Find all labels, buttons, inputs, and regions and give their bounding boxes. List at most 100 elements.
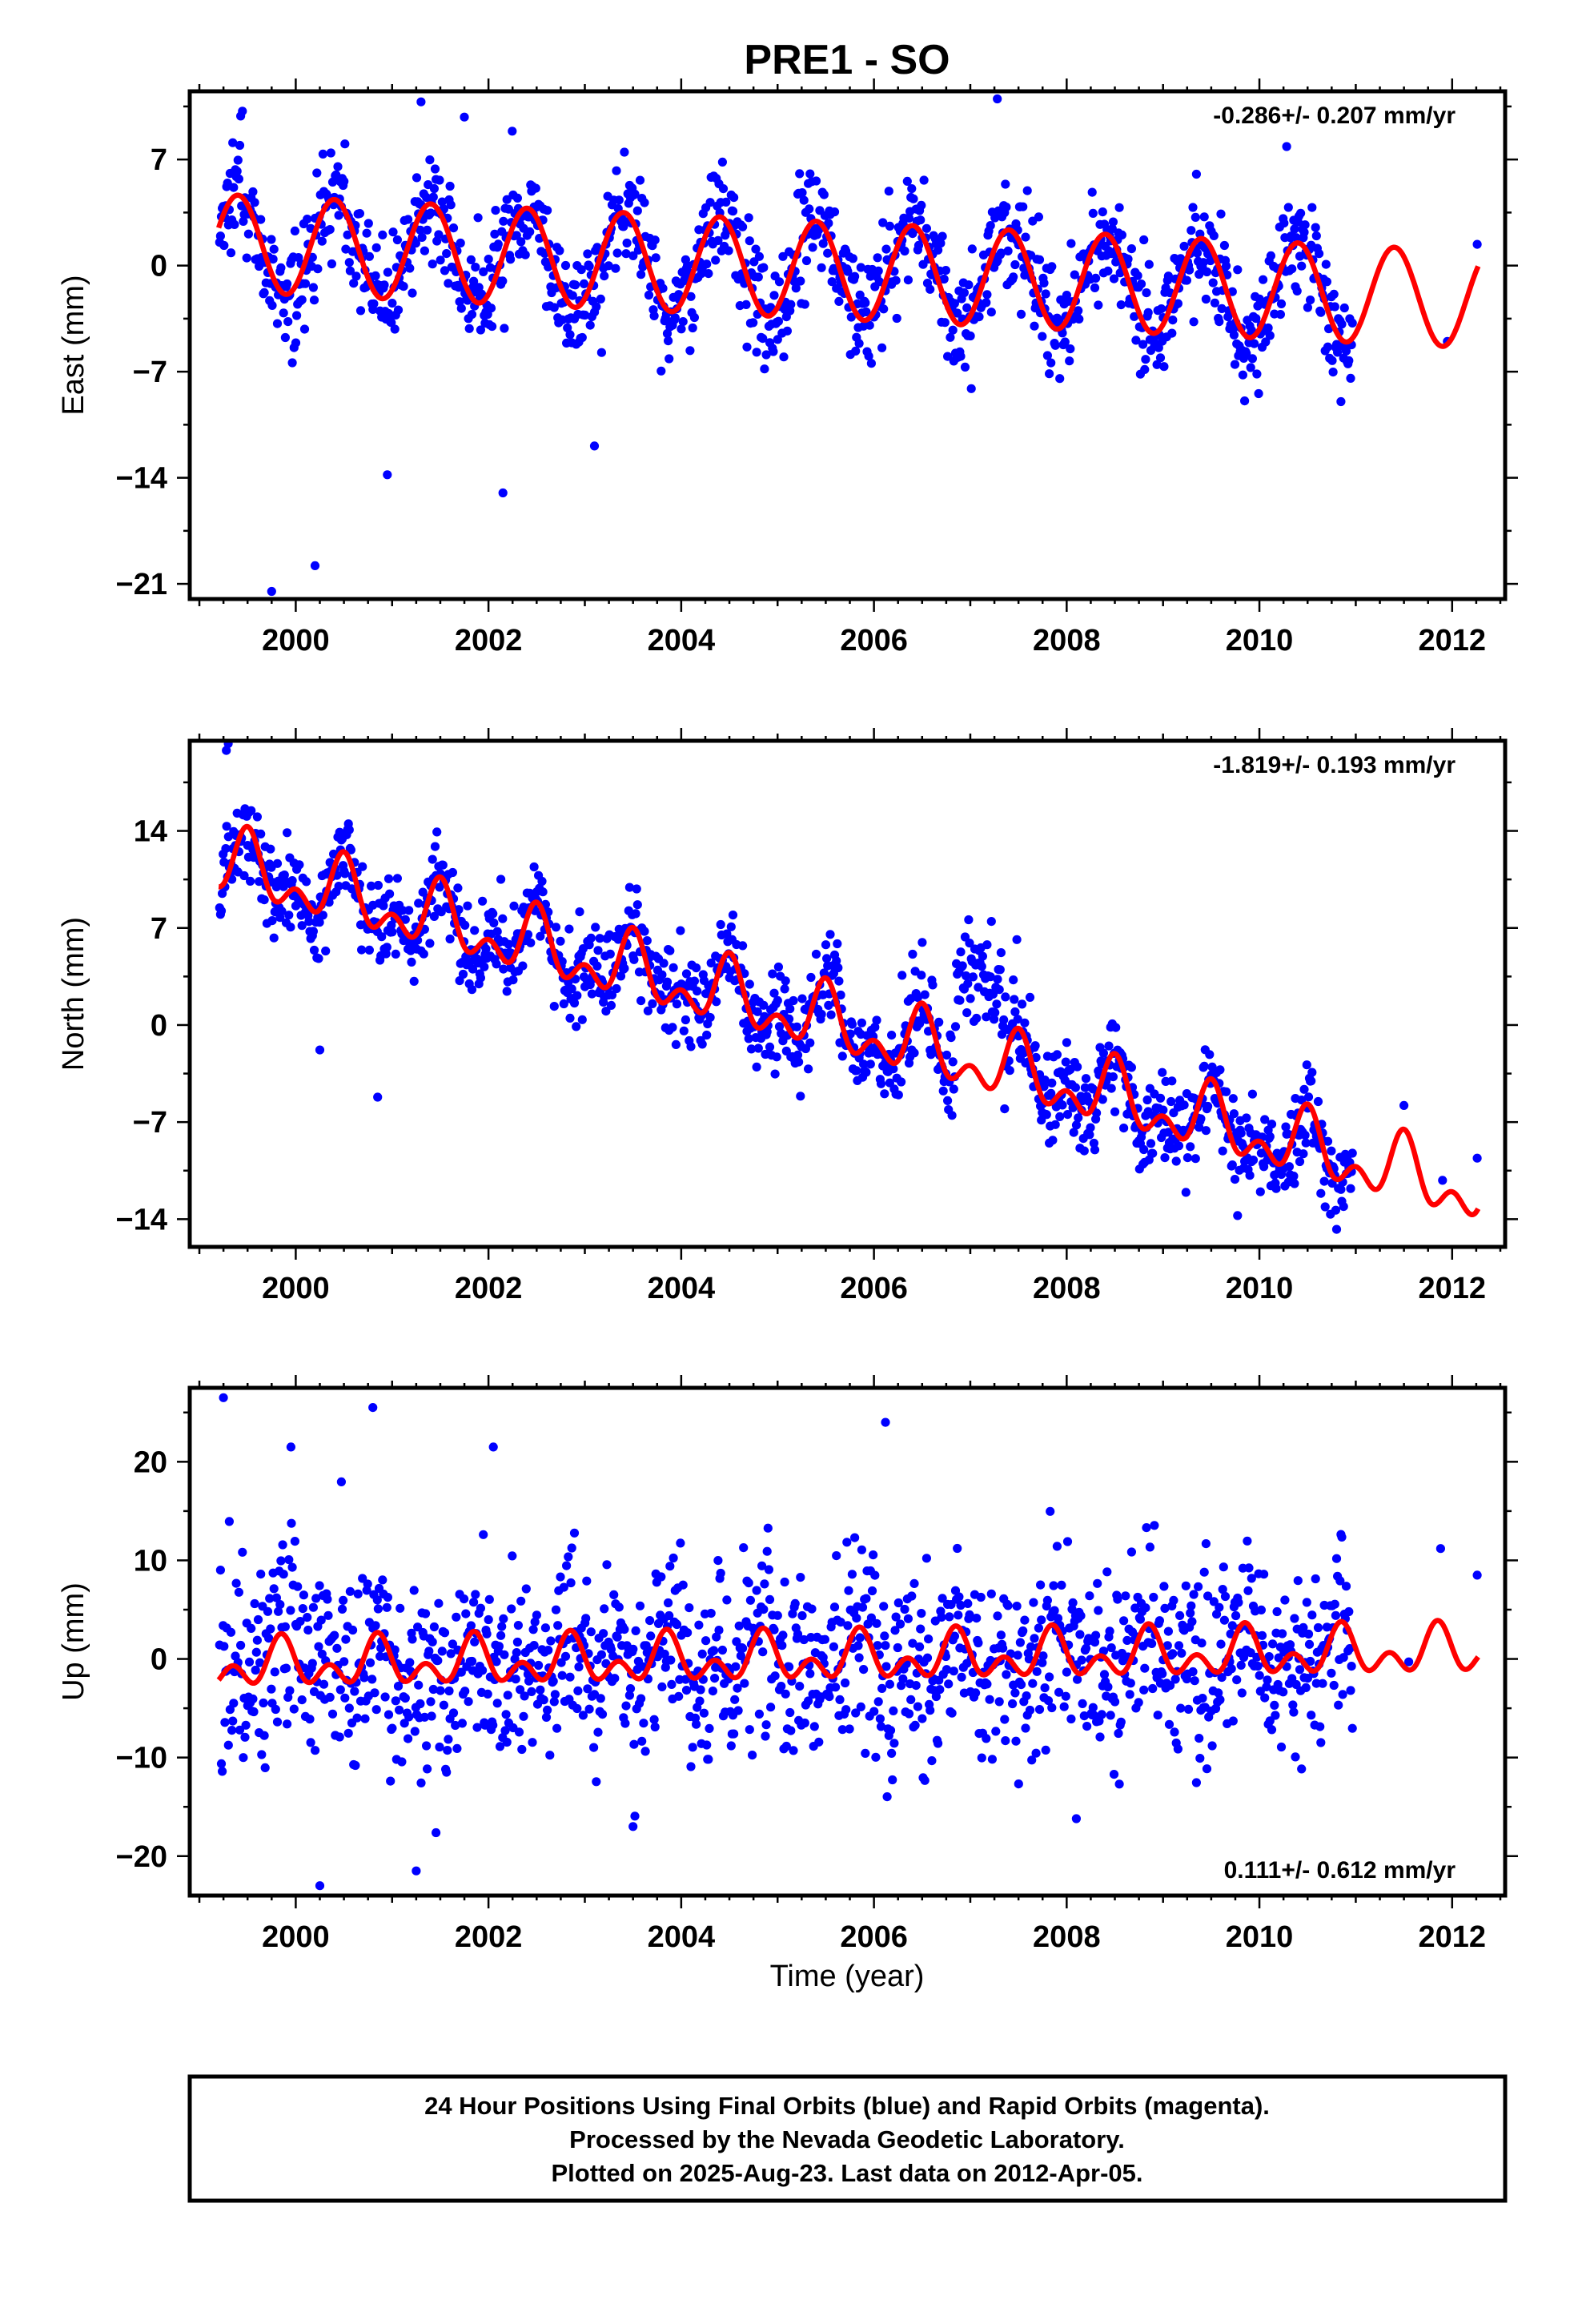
up-point xyxy=(1068,1598,1078,1607)
up-point xyxy=(893,1642,902,1653)
up-point xyxy=(986,1589,996,1598)
north-point xyxy=(770,1069,780,1079)
up-point xyxy=(287,1562,297,1572)
east-point xyxy=(1066,344,1075,354)
east-point xyxy=(1116,300,1126,310)
up-point xyxy=(582,1576,592,1586)
up-point xyxy=(917,1714,927,1723)
east-point xyxy=(1327,356,1337,365)
east-point xyxy=(1230,360,1240,369)
north-point xyxy=(1069,1128,1078,1137)
north-point xyxy=(1300,1130,1310,1140)
up-point xyxy=(614,1602,624,1612)
up-point xyxy=(457,1719,468,1728)
north-point xyxy=(364,945,374,955)
north-point xyxy=(964,915,974,925)
up-point xyxy=(337,1604,347,1614)
up-point xyxy=(788,1609,797,1618)
up-point xyxy=(954,1592,964,1602)
east-point xyxy=(387,299,397,308)
east-point xyxy=(1266,251,1275,260)
up-point xyxy=(372,1595,382,1605)
north-late-point xyxy=(1399,1100,1409,1110)
east-point xyxy=(904,213,914,223)
up-point xyxy=(1050,1606,1059,1615)
north-point xyxy=(297,921,307,931)
north-point xyxy=(821,940,831,950)
east-point xyxy=(233,155,243,165)
north-point xyxy=(642,936,652,946)
east-point xyxy=(966,331,975,341)
east-point xyxy=(500,324,509,333)
up-point xyxy=(469,1598,479,1607)
up-point xyxy=(907,1591,917,1601)
up-point xyxy=(550,1690,560,1699)
east-point xyxy=(1138,340,1148,349)
north-point xyxy=(963,979,973,988)
north-point xyxy=(295,860,304,870)
north-point xyxy=(567,984,576,994)
north-point xyxy=(1062,1110,1073,1120)
north-point xyxy=(246,876,255,886)
east-point xyxy=(309,296,319,305)
north-point xyxy=(256,829,266,838)
up-point xyxy=(1145,1542,1154,1552)
north-point xyxy=(523,930,533,939)
up-point xyxy=(1338,1690,1347,1699)
north-point xyxy=(284,911,294,920)
up-point xyxy=(1239,1652,1249,1663)
x-tick-label: 2002 xyxy=(455,1272,523,1305)
up-point xyxy=(293,1582,303,1591)
up-point xyxy=(841,1705,851,1715)
up-point xyxy=(885,1679,894,1689)
east-point xyxy=(796,276,805,286)
up-point xyxy=(1032,1667,1042,1676)
up-point xyxy=(757,1561,767,1570)
up-point xyxy=(911,1681,921,1691)
east-point xyxy=(913,240,924,250)
up-point xyxy=(365,1658,375,1667)
north-point xyxy=(1230,1175,1240,1184)
up-point xyxy=(1160,1603,1170,1613)
up-outlier-point xyxy=(315,1881,325,1891)
north-point xyxy=(1047,1078,1057,1088)
east-point xyxy=(272,319,283,328)
east-point xyxy=(363,219,373,228)
up-point xyxy=(672,1619,682,1630)
east-point xyxy=(417,232,427,242)
north-point xyxy=(705,1012,715,1023)
up-point xyxy=(1228,1716,1238,1726)
up-point xyxy=(1169,1595,1178,1605)
east-point xyxy=(1126,244,1136,254)
up-point xyxy=(972,1614,982,1623)
up-point xyxy=(738,1643,748,1653)
up-point xyxy=(612,1632,622,1642)
east-point xyxy=(430,164,440,174)
y-tick-label: 0 xyxy=(151,1009,167,1043)
up-rate-label: 0.111+/- 0.612 mm/yr xyxy=(1224,1857,1456,1884)
up-point xyxy=(1313,1622,1323,1633)
up-point xyxy=(305,1715,315,1724)
up-point xyxy=(395,1705,404,1715)
up-point xyxy=(239,1753,248,1763)
north-point xyxy=(1218,1146,1227,1156)
up-outlier-point xyxy=(488,1442,498,1452)
up-point xyxy=(426,1697,436,1707)
up-point xyxy=(1270,1700,1279,1710)
up-point xyxy=(517,1744,527,1755)
up-late-point xyxy=(1435,1544,1445,1554)
east-point xyxy=(1060,337,1070,347)
up-point xyxy=(977,1753,986,1763)
up-point xyxy=(880,1631,889,1641)
up-point xyxy=(1062,1537,1073,1546)
north-point xyxy=(1108,1072,1118,1082)
east-point xyxy=(670,313,680,323)
up-point xyxy=(1335,1576,1345,1586)
up-point xyxy=(733,1706,743,1715)
up-point xyxy=(1073,1675,1082,1684)
east-point xyxy=(1265,331,1275,340)
up-point xyxy=(1316,1738,1326,1747)
north-y-axis-title: North (mm) xyxy=(57,917,90,1071)
north-point xyxy=(314,954,323,963)
up-point xyxy=(639,1719,648,1728)
